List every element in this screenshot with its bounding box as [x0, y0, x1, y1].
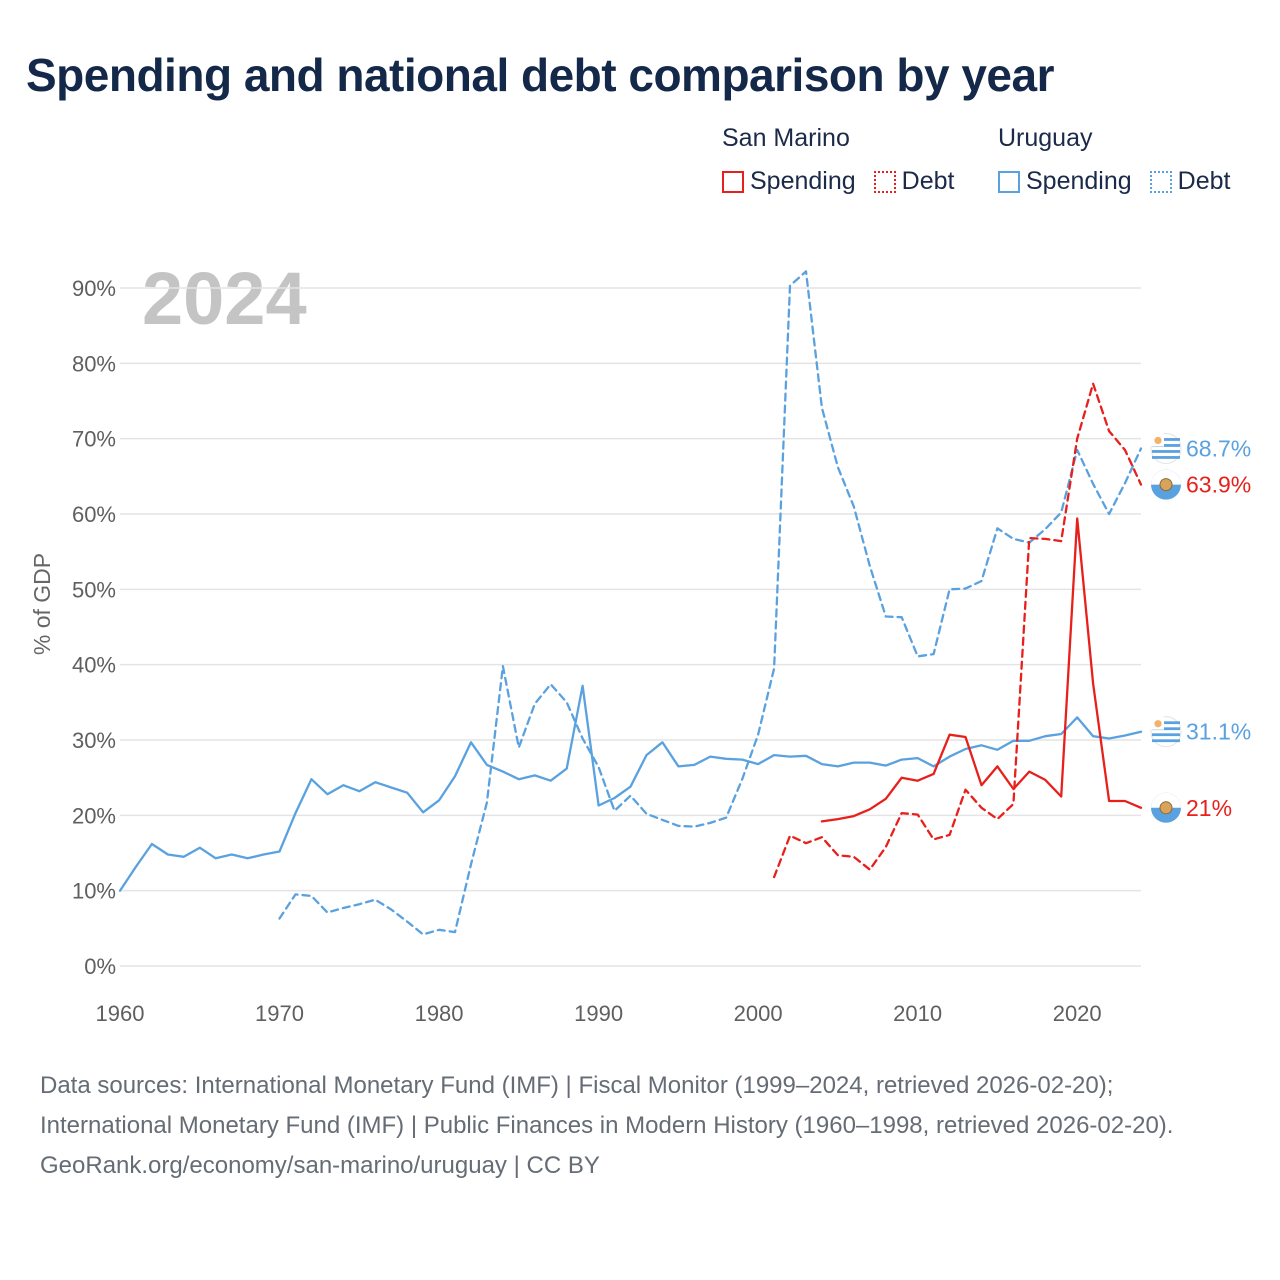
legend-group-san-marino: San Marino Spending Debt [722, 124, 954, 196]
y-tick-label: 60% [72, 502, 116, 527]
san-marino-flag-icon [1151, 792, 1181, 823]
data-sources-text: Data sources: International Monetary Fun… [40, 1072, 1174, 1139]
y-tick-label: 80% [72, 351, 116, 376]
legend-label: Spending [1026, 167, 1132, 195]
legend-label: Spending [750, 167, 856, 195]
legend-label: Debt [1177, 167, 1231, 195]
series-line-uruguay-spending[interactable] [118, 684, 1143, 892]
legend-swatch-dotted [873, 170, 896, 193]
end-value-label-san-marino-spending: 21% [1186, 795, 1232, 821]
x-tick-label: 1990 [574, 1001, 623, 1026]
san-marino-flag-icon [1151, 469, 1181, 500]
legend-swatch-solid [722, 170, 744, 193]
uruguay-flag-icon [1150, 716, 1182, 748]
series-line-san-marino-debt[interactable] [772, 382, 1143, 879]
legend-item-uruguay-debt[interactable]: Debt [1149, 167, 1231, 196]
y-tick-label: 50% [72, 577, 116, 602]
legend-swatch-dotted [1149, 170, 1172, 193]
uruguay-flag-icon [1150, 432, 1182, 464]
series-line-uruguay-debt[interactable] [278, 270, 1143, 936]
legend-item-uruguay-spending[interactable]: Spending [998, 167, 1132, 196]
x-tick-label: 1970 [255, 1001, 304, 1026]
y-tick-label: 90% [72, 276, 116, 301]
chart-title: Spending and national debt comparison by… [26, 49, 1055, 101]
legend-item-san-marino-spending[interactable]: Spending [722, 167, 856, 196]
x-tick-label: 2010 [893, 1001, 942, 1026]
x-tick-label: 1980 [415, 1001, 464, 1026]
legend-group-label: San Marino [722, 124, 850, 152]
y-tick-label: 30% [72, 728, 116, 753]
legend-group-uruguay: Uruguay Spending Debt [998, 124, 1230, 196]
x-tick-label: 1960 [96, 1001, 145, 1026]
legend-group-label: Uruguay [998, 124, 1093, 152]
legend-label: Debt [901, 167, 955, 195]
end-value-label-san-marino-debt: 63.9% [1186, 472, 1251, 498]
x-tick-label: 2020 [1053, 1001, 1102, 1026]
y-axis-label: % of GDP [29, 553, 55, 655]
end-value-label-uruguay-debt: 68.7% [1186, 435, 1251, 461]
end-value-label-uruguay-spending: 31.1% [1186, 719, 1251, 745]
attribution-link[interactable]: GeoRank.org/economy/san-marino/uruguay |… [40, 1152, 600, 1179]
line-chart: 2024 % of GDP 0% 10% 20% 30% 40% 50% 60% 70% 80%… [29, 257, 1251, 1026]
footer: Data sources: International Monetary Fun… [40, 1066, 1240, 1186]
x-tick-label: 2000 [734, 1001, 783, 1026]
y-tick-label: 10% [72, 879, 116, 904]
year-watermark: 2024 [142, 257, 307, 340]
y-tick-label: 20% [72, 803, 116, 828]
series-line-san-marino-spending[interactable] [820, 517, 1143, 823]
y-tick-label: 70% [72, 427, 116, 452]
legend-swatch-solid [998, 170, 1020, 193]
y-tick-label: 0% [84, 954, 116, 979]
y-tick-label: 40% [72, 653, 116, 678]
legend-item-san-marino-debt[interactable]: Debt [873, 167, 955, 196]
